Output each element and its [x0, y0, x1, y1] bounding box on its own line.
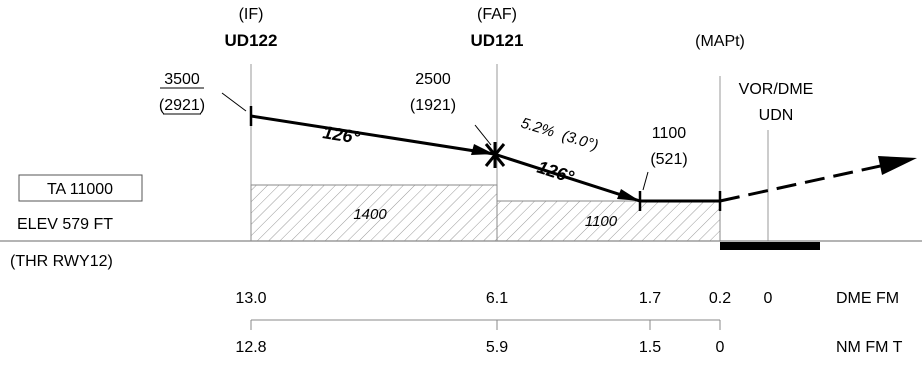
- aerodrome-elevation: ELEV 579 FT: [17, 216, 113, 233]
- missed-approach-path: [719, 163, 886, 203]
- threshold-reference: (THR RWY12): [10, 253, 113, 270]
- nm-tick-1-5: 1.5: [639, 339, 661, 356]
- step-alt-leader: [642, 171, 649, 191]
- faf-alt-leader: [474, 124, 492, 146]
- if-role-label: (IF): [239, 6, 264, 23]
- vordme-label-line2: UDN: [759, 107, 794, 124]
- initial-track-label: 126°: [321, 122, 362, 148]
- if-altitude: 3500: [164, 71, 200, 88]
- dme-scale-label: DME FM: [836, 290, 899, 307]
- vordme-label-line1: VOR/DME: [739, 81, 814, 98]
- final-track-label: 126°: [535, 157, 577, 188]
- dme-tick-1-7: 1.7: [639, 290, 661, 307]
- faf-altitude: 2500: [415, 71, 451, 88]
- nm-tick-5-9: 5.9: [486, 339, 508, 356]
- step-altitude: 1100: [652, 125, 687, 142]
- runway-bar: [720, 242, 820, 250]
- step-height: (521): [650, 151, 687, 168]
- initial-segment-hatched-area: [250, 184, 498, 242]
- dme-tick-0-2: 0.2: [709, 290, 731, 307]
- final-track-arrowhead: [617, 189, 640, 201]
- transition-altitude: TA 11000: [47, 181, 113, 198]
- nm-scale-label: NM FM T: [836, 339, 903, 356]
- nm-tick-12-8: 12.8: [235, 339, 266, 356]
- dme-tick-0: 0: [764, 290, 773, 307]
- if-alt-leader: [221, 92, 247, 112]
- ta-box: [18, 174, 143, 202]
- faf-fix-name: UD121: [471, 31, 524, 50]
- if-height: (2921): [159, 97, 205, 114]
- approach-path: [250, 114, 720, 203]
- nm-tick-0: 0: [716, 339, 725, 356]
- if-fix-name: UD122: [225, 31, 278, 50]
- faf-height: (1921): [410, 97, 456, 114]
- faf-role-label: (FAF): [477, 6, 517, 23]
- initial-min-altitude: 1400: [353, 206, 387, 223]
- mapt-role-label: (MAPt): [695, 33, 745, 50]
- missed-approach-arrowhead: [878, 156, 917, 175]
- final-min-altitude: 1100: [585, 213, 618, 230]
- gradient-percent: 5.2%: [519, 115, 557, 141]
- initial-track-arrowhead: [471, 144, 494, 155]
- faf-cross-marker: [484, 142, 506, 168]
- dme-tick-13-0: 13.0: [235, 290, 266, 307]
- gradient-angle: (3.0°): [560, 127, 600, 154]
- dme-tick-6-1: 6.1: [486, 290, 508, 307]
